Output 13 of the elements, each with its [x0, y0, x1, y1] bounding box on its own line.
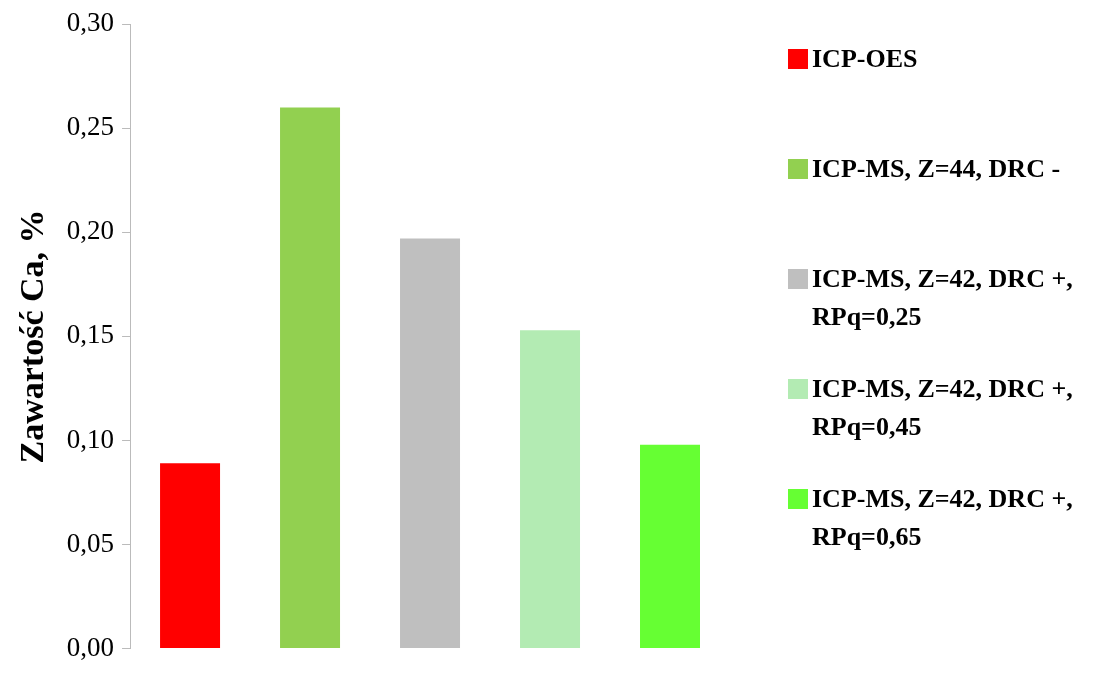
- legend-label: ICP-OES: [812, 43, 918, 75]
- y-tick-label: 0,15: [66, 319, 115, 350]
- y-tick-label: 0,10: [66, 423, 115, 454]
- y-tick-label: 0,20: [66, 215, 115, 246]
- y-tick-label: 0,25: [66, 111, 115, 142]
- y-tick-label: 0,05: [66, 527, 115, 558]
- legend-label: ICP-MS, Z=42, DRC +, RPq=0,45: [812, 373, 1074, 443]
- y-axis-title: Zawartość Ca, %: [13, 209, 51, 464]
- y-tick-label: 0,00: [66, 631, 115, 662]
- legend-label: ICP-MS, Z=42, DRC +, RPq=0,65: [812, 483, 1074, 553]
- legend-label: ICP-MS, Z=42, DRC +, RPq=0,25: [812, 263, 1074, 333]
- y-tick-label: 0,30: [66, 7, 115, 38]
- legend-label: ICP-MS, Z=44, DRC -: [812, 153, 1061, 185]
